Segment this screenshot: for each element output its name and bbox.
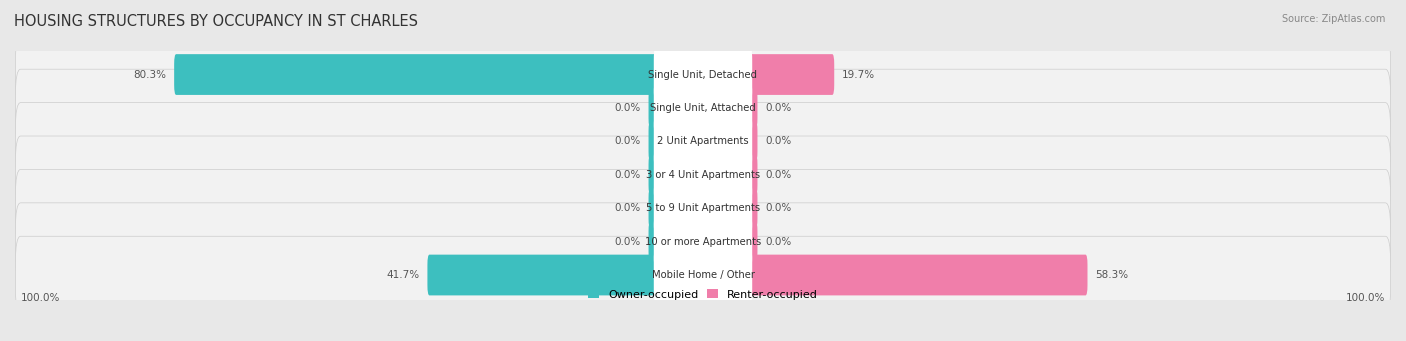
FancyBboxPatch shape [648, 154, 704, 195]
FancyBboxPatch shape [15, 236, 1391, 314]
FancyBboxPatch shape [654, 43, 752, 106]
Text: HOUSING STRUCTURES BY OCCUPANCY IN ST CHARLES: HOUSING STRUCTURES BY OCCUPANCY IN ST CH… [14, 14, 418, 29]
FancyBboxPatch shape [654, 110, 752, 173]
FancyBboxPatch shape [427, 255, 704, 295]
FancyBboxPatch shape [702, 88, 758, 128]
FancyBboxPatch shape [174, 54, 704, 95]
FancyBboxPatch shape [702, 154, 758, 195]
Text: 0.0%: 0.0% [614, 203, 641, 213]
FancyBboxPatch shape [15, 36, 1391, 113]
Text: Single Unit, Attached: Single Unit, Attached [650, 103, 756, 113]
FancyBboxPatch shape [702, 188, 758, 228]
Text: 0.0%: 0.0% [614, 136, 641, 146]
FancyBboxPatch shape [15, 203, 1391, 280]
FancyBboxPatch shape [702, 221, 758, 262]
Text: Single Unit, Detached: Single Unit, Detached [648, 70, 758, 79]
FancyBboxPatch shape [702, 121, 758, 162]
FancyBboxPatch shape [654, 210, 752, 273]
Text: 5 to 9 Unit Apartments: 5 to 9 Unit Apartments [645, 203, 761, 213]
Text: 3 or 4 Unit Apartments: 3 or 4 Unit Apartments [645, 170, 761, 180]
Legend: Owner-occupied, Renter-occupied: Owner-occupied, Renter-occupied [588, 290, 818, 299]
FancyBboxPatch shape [648, 221, 704, 262]
FancyBboxPatch shape [15, 103, 1391, 180]
Text: 0.0%: 0.0% [765, 203, 792, 213]
FancyBboxPatch shape [654, 144, 752, 206]
FancyBboxPatch shape [654, 77, 752, 139]
Text: Source: ZipAtlas.com: Source: ZipAtlas.com [1281, 14, 1385, 24]
FancyBboxPatch shape [654, 177, 752, 239]
Text: 0.0%: 0.0% [614, 103, 641, 113]
FancyBboxPatch shape [648, 121, 704, 162]
Text: 2 Unit Apartments: 2 Unit Apartments [657, 136, 749, 146]
Text: 0.0%: 0.0% [614, 170, 641, 180]
FancyBboxPatch shape [648, 88, 704, 128]
Text: 19.7%: 19.7% [842, 70, 875, 79]
FancyBboxPatch shape [15, 69, 1391, 147]
FancyBboxPatch shape [702, 54, 834, 95]
Text: 100.0%: 100.0% [1346, 293, 1385, 303]
Text: 0.0%: 0.0% [765, 237, 792, 247]
FancyBboxPatch shape [648, 188, 704, 228]
Text: 41.7%: 41.7% [387, 270, 419, 280]
Text: 58.3%: 58.3% [1095, 270, 1129, 280]
FancyBboxPatch shape [654, 244, 752, 306]
FancyBboxPatch shape [702, 255, 1087, 295]
Text: 0.0%: 0.0% [765, 103, 792, 113]
Text: 0.0%: 0.0% [765, 136, 792, 146]
Text: Mobile Home / Other: Mobile Home / Other [651, 270, 755, 280]
Text: 80.3%: 80.3% [134, 70, 166, 79]
FancyBboxPatch shape [15, 169, 1391, 247]
Text: 100.0%: 100.0% [21, 293, 60, 303]
Text: 0.0%: 0.0% [765, 170, 792, 180]
Text: 0.0%: 0.0% [614, 237, 641, 247]
FancyBboxPatch shape [15, 136, 1391, 213]
Text: 10 or more Apartments: 10 or more Apartments [645, 237, 761, 247]
